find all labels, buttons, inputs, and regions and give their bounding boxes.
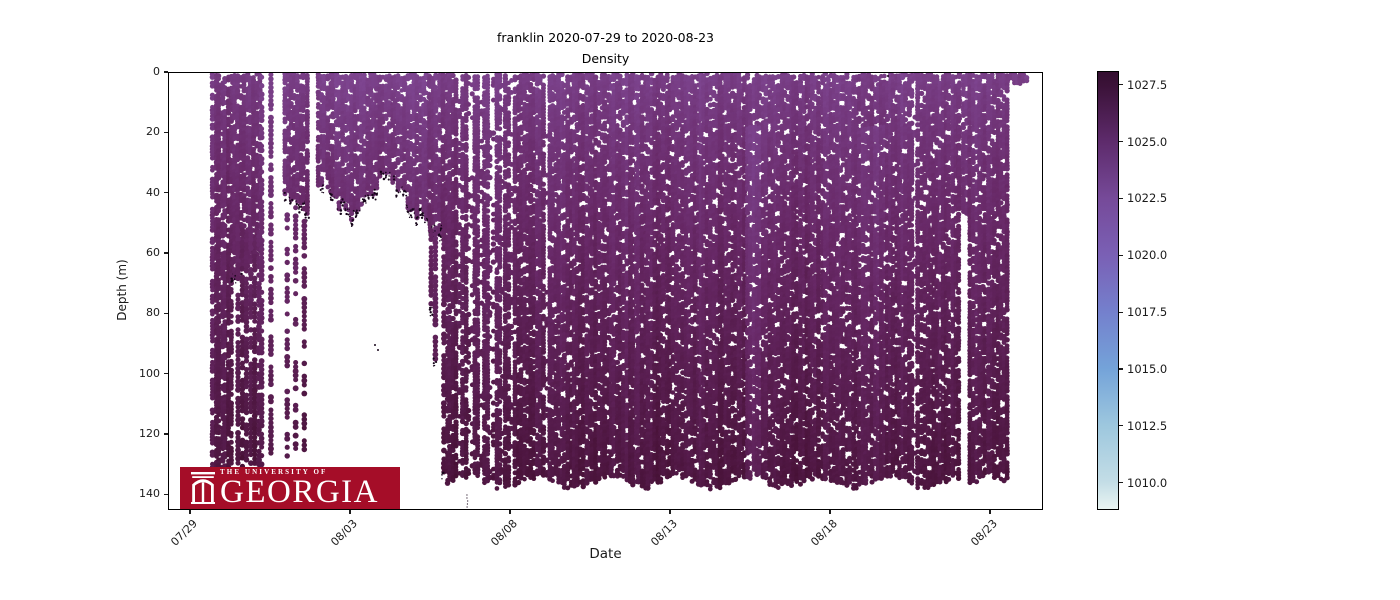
x-tick-mark (989, 510, 991, 514)
y-tick-label: 140 (139, 487, 160, 501)
colorbar-tick-label: 1015.0 (1127, 361, 1168, 376)
y-tick-mark (164, 373, 168, 375)
y-tick-mark (164, 192, 168, 194)
chart-title: franklin 2020-07-29 to 2020-08-23 (497, 30, 714, 45)
colorbar-tick-mark (1119, 140, 1123, 143)
colorbar (1097, 71, 1119, 510)
y-tick-label: 60 (146, 245, 160, 259)
colorbar-tick-mark (1119, 197, 1123, 199)
y-tick-mark (164, 71, 168, 73)
y-axis-label: Depth (m) (115, 259, 129, 321)
uga-logo-line2: GEORGIA (220, 474, 379, 510)
y-tick-label: 0 (153, 65, 160, 78)
y-tick-label: 80 (146, 306, 160, 320)
uga-logo-line1: THE UNIVERSITY OF (220, 468, 328, 476)
y-tick-mark (164, 493, 168, 495)
y-tick-mark (164, 433, 168, 435)
x-tick-mark (349, 510, 351, 514)
x-tick-label: 07/29 (168, 517, 201, 549)
y-tick-label: 100 (139, 366, 160, 380)
x-tick-label: 08/03 (328, 517, 361, 549)
density-scatter-canvas (168, 72, 1043, 510)
colorbar-tick-label: 1017.5 (1127, 305, 1168, 320)
y-tick-mark (164, 252, 168, 254)
colorbar-tick-mark (1119, 482, 1123, 484)
colorbar-tick-label: 1012.5 (1127, 418, 1168, 433)
colorbar-tick-label: 1027.5 (1127, 77, 1168, 92)
y-tick-label: 40 (146, 185, 160, 199)
x-tick-label: 08/08 (488, 517, 521, 549)
plot-area (168, 72, 1043, 510)
uga-logo-text: THE UNIVERSITY OF GEORGIA (220, 468, 379, 510)
x-tick-label: 08/13 (648, 517, 681, 549)
chart-subtitle: Density (581, 51, 630, 66)
x-tick-label: 08/23 (968, 517, 1001, 549)
colorbar-tick-mark (1119, 254, 1123, 256)
x-tick-mark (189, 510, 191, 514)
uga-logo: THE UNIVERSITY OF GEORGIA (180, 467, 400, 509)
title-block: franklin 2020-07-29 to 2020-08-23 Densit… (168, 27, 1043, 69)
colorbar-tick-label: 1025.0 (1127, 134, 1168, 149)
y-tick-mark (164, 312, 168, 314)
colorbar-tick-label: 1022.5 (1127, 191, 1168, 206)
x-tick-label: 08/18 (808, 517, 841, 549)
colorbar-tick-mark (1119, 311, 1123, 313)
x-tick-mark (509, 510, 511, 514)
y-tick-label: 120 (139, 426, 160, 440)
uga-arch-icon (191, 472, 215, 504)
x-tick-mark (669, 510, 671, 514)
colorbar-tick-mark (1119, 425, 1123, 427)
colorbar-tick-mark (1119, 368, 1123, 370)
colorbar-tick-label: 1010.0 (1127, 475, 1168, 490)
colorbar-tick-label: 1020.0 (1127, 248, 1168, 263)
x-tick-mark (829, 510, 831, 514)
x-axis-label: Date (589, 546, 622, 562)
y-tick-mark (164, 131, 168, 133)
y-tick-label: 20 (146, 125, 160, 139)
colorbar-tick-mark (1119, 84, 1123, 86)
